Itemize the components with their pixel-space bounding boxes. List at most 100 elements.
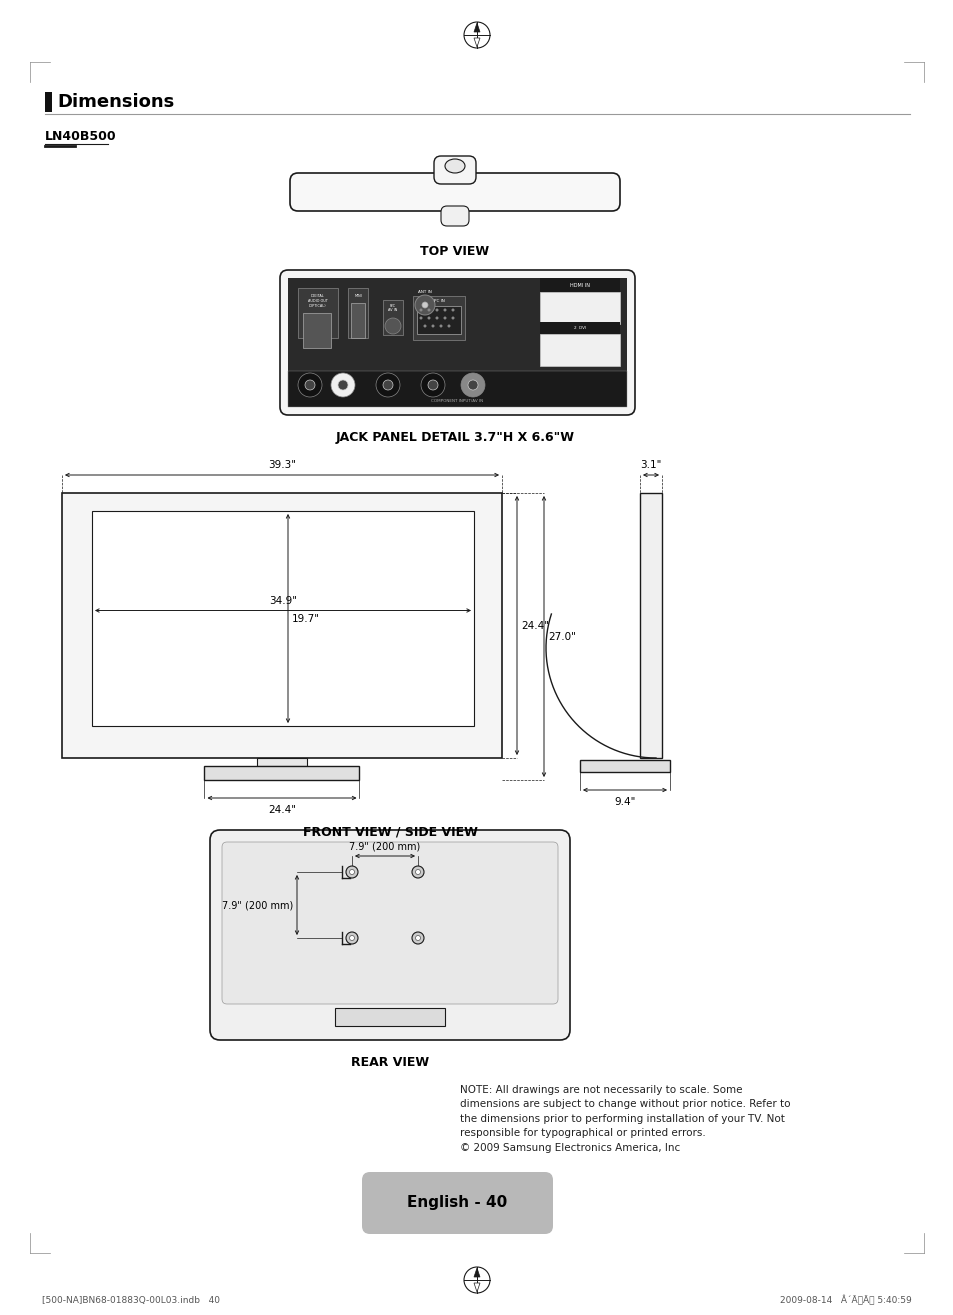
- Text: COMPONENT INPUT/AV IN: COMPONENT INPUT/AV IN: [431, 398, 482, 402]
- Circle shape: [337, 380, 348, 391]
- Circle shape: [412, 932, 423, 944]
- Text: AUDIO OUT: AUDIO OUT: [308, 299, 328, 302]
- FancyBboxPatch shape: [547, 295, 607, 320]
- Circle shape: [423, 325, 426, 327]
- Circle shape: [297, 373, 322, 397]
- Text: 2009-08-14   Â´ÃÃ 5:40:59: 2009-08-14 Â´ÃÃ 5:40:59: [780, 1295, 911, 1304]
- Circle shape: [420, 373, 444, 397]
- Polygon shape: [474, 1268, 479, 1277]
- Bar: [297, 288, 337, 338]
- Text: English - 40: English - 40: [407, 1195, 507, 1211]
- Circle shape: [439, 325, 442, 327]
- Bar: [256, 757, 307, 767]
- Circle shape: [428, 380, 437, 391]
- Bar: [91, 512, 474, 726]
- Polygon shape: [474, 22, 479, 32]
- Text: TOP VIEW: TOP VIEW: [420, 245, 489, 258]
- Text: 2  DVI: 2 DVI: [574, 326, 585, 330]
- Circle shape: [419, 309, 422, 312]
- FancyBboxPatch shape: [280, 270, 635, 416]
- FancyBboxPatch shape: [210, 830, 569, 1040]
- Circle shape: [346, 932, 357, 944]
- Bar: [416, 306, 460, 334]
- Circle shape: [346, 867, 357, 878]
- Text: DIGITAL: DIGITAL: [311, 295, 325, 299]
- Circle shape: [416, 869, 420, 874]
- Text: FRONT VIEW / SIDE VIEW: FRONT VIEW / SIDE VIEW: [302, 825, 476, 838]
- FancyBboxPatch shape: [440, 206, 469, 226]
- Circle shape: [385, 318, 400, 334]
- Circle shape: [431, 325, 434, 327]
- Polygon shape: [474, 38, 479, 47]
- Text: 27.0": 27.0": [547, 631, 576, 642]
- Bar: [204, 767, 359, 780]
- Bar: [348, 288, 368, 338]
- Circle shape: [416, 935, 420, 940]
- Text: 19.7": 19.7": [292, 614, 319, 623]
- Circle shape: [435, 317, 438, 320]
- Circle shape: [412, 867, 423, 878]
- Circle shape: [421, 302, 428, 308]
- Text: 39.3": 39.3": [268, 460, 295, 469]
- Circle shape: [451, 309, 454, 312]
- FancyBboxPatch shape: [290, 174, 619, 210]
- Circle shape: [447, 325, 450, 327]
- Text: 3.1": 3.1": [639, 460, 661, 469]
- Text: HDMI IN: HDMI IN: [569, 283, 589, 288]
- Circle shape: [460, 373, 484, 397]
- Circle shape: [468, 380, 477, 391]
- Text: NOTE: All drawings are not necessarily to scale. Some
dimensions are subject to : NOTE: All drawings are not necessarily t…: [459, 1085, 790, 1153]
- Text: 7.9" (200 mm): 7.9" (200 mm): [349, 842, 420, 851]
- Text: 34.9": 34.9": [269, 596, 296, 605]
- Bar: [382, 300, 402, 335]
- Circle shape: [451, 317, 454, 320]
- Text: (OPTICAL): (OPTICAL): [309, 304, 327, 308]
- Circle shape: [443, 309, 446, 312]
- Bar: [539, 334, 619, 366]
- Circle shape: [375, 373, 399, 397]
- Text: 24.4": 24.4": [268, 805, 295, 815]
- Bar: [288, 371, 626, 408]
- Bar: [335, 1009, 444, 1026]
- Circle shape: [427, 309, 430, 312]
- Text: 24.4": 24.4": [520, 621, 548, 630]
- Ellipse shape: [444, 159, 464, 174]
- FancyBboxPatch shape: [361, 1172, 553, 1233]
- Bar: [539, 322, 619, 334]
- Bar: [288, 277, 626, 408]
- Circle shape: [305, 380, 314, 391]
- Text: JACK PANEL DETAIL 3.7"H X 6.6"W: JACK PANEL DETAIL 3.7"H X 6.6"W: [335, 431, 574, 444]
- Text: R/C
AV IN: R/C AV IN: [388, 304, 397, 312]
- Bar: [539, 277, 619, 292]
- FancyBboxPatch shape: [222, 842, 558, 1003]
- Text: PC IN: PC IN: [434, 299, 444, 302]
- Circle shape: [382, 380, 393, 391]
- Circle shape: [419, 317, 422, 320]
- Circle shape: [349, 935, 355, 940]
- Circle shape: [435, 309, 438, 312]
- Text: LN40B500: LN40B500: [45, 130, 116, 143]
- Circle shape: [349, 869, 355, 874]
- Circle shape: [443, 317, 446, 320]
- Bar: [62, 493, 501, 757]
- Text: MINI: MINI: [354, 295, 361, 299]
- Circle shape: [331, 373, 355, 397]
- Bar: [303, 313, 331, 348]
- Bar: [413, 296, 464, 341]
- Bar: [539, 292, 619, 323]
- Text: ANT IN: ANT IN: [417, 291, 432, 295]
- Circle shape: [427, 317, 430, 320]
- Text: 9.4": 9.4": [614, 797, 635, 807]
- Polygon shape: [474, 1283, 479, 1293]
- Bar: [579, 760, 669, 772]
- Text: Dimensions: Dimensions: [57, 93, 174, 110]
- FancyBboxPatch shape: [547, 337, 607, 362]
- FancyBboxPatch shape: [434, 156, 476, 184]
- Bar: [639, 493, 661, 757]
- Text: REAR VIEW: REAR VIEW: [351, 1056, 429, 1069]
- Bar: [45, 92, 52, 112]
- Text: 7.9" (200 mm): 7.9" (200 mm): [221, 899, 293, 910]
- Bar: [351, 302, 365, 338]
- Text: [500-NA]BN68-01883Q-00L03.indb   40: [500-NA]BN68-01883Q-00L03.indb 40: [42, 1295, 220, 1304]
- Circle shape: [415, 295, 435, 316]
